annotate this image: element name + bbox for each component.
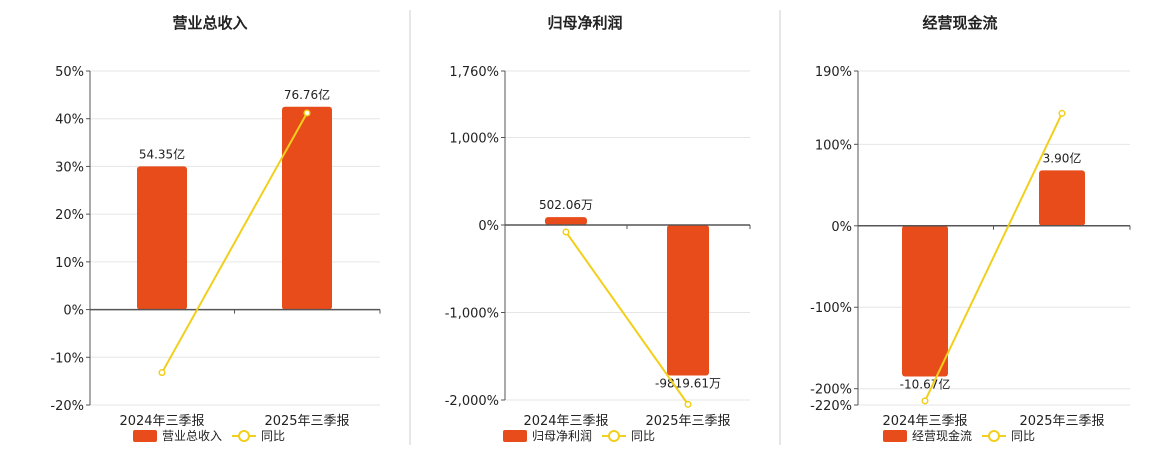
y-tick-label: -220% xyxy=(810,399,852,414)
x-category-label: 2024年三季报 xyxy=(882,414,967,429)
x-category-label: 2025年三季报 xyxy=(264,414,349,429)
bar-data-label: 76.76亿 xyxy=(284,87,330,102)
y-tick-label: 0% xyxy=(478,219,499,234)
bar-data-label: 502.06万 xyxy=(539,198,593,212)
legend-line-label: 同比 xyxy=(261,429,285,443)
y-tick-label: 1,760% xyxy=(449,65,499,80)
yoy-line xyxy=(565,231,689,405)
y-tick-label: -20% xyxy=(50,399,84,414)
bar xyxy=(667,225,709,376)
y-tick-label: -100% xyxy=(810,301,852,316)
bar xyxy=(137,166,187,310)
y-tick-label: -2,000% xyxy=(445,394,499,409)
y-tick-label: 10% xyxy=(55,256,84,271)
y-tick-label: 0% xyxy=(63,304,84,319)
y-tick-label: 100% xyxy=(815,138,852,153)
bar-data-label: -10.67亿 xyxy=(900,376,951,391)
chart-panel-3: 经营现金流 -220%-200% -100% 0% 100% 190% -10.67亿 3.9… xyxy=(810,14,1131,443)
x-category-label: 2025年三季报 xyxy=(645,414,730,429)
legend-bar-label: 营业总收入 xyxy=(162,429,222,443)
legend-bar-swatch xyxy=(883,430,907,442)
bar xyxy=(282,106,332,310)
yoy-point xyxy=(158,369,166,377)
bar-data-label: 3.90亿 xyxy=(1043,150,1082,165)
yoy-line xyxy=(161,112,308,374)
legend-line-marker xyxy=(238,430,250,442)
y-tick-label: 190% xyxy=(815,65,852,80)
chart-title: 营业总收入 xyxy=(172,14,247,32)
bar xyxy=(902,225,948,377)
y-tick-label: 50% xyxy=(55,65,84,80)
legend-line-label: 同比 xyxy=(1011,429,1035,443)
legend-bar-swatch xyxy=(133,430,157,442)
y-tick-label: 30% xyxy=(55,160,84,175)
chart-panel-2: 归母净利润 -2,000% -1,000% 0% 1,000% 1,760% 502.06万… xyxy=(445,14,751,443)
yoy-point xyxy=(921,397,929,405)
yoy-point xyxy=(303,109,311,117)
bar xyxy=(1039,170,1085,226)
x-category-label: 2024年三季报 xyxy=(119,414,204,429)
legend-bar-label: 经营现金流 xyxy=(912,428,972,443)
yoy-point xyxy=(1058,109,1066,117)
x-category-label: 2025年三季报 xyxy=(1019,414,1104,429)
bar-data-label: -9819.61万 xyxy=(655,377,721,391)
chart-panel-1: 营业总收入 -20% -10% 0% 10% 20% 30% 40% 50% 54.35亿 76.7… xyxy=(50,14,381,443)
y-tick-label: -200% xyxy=(810,383,852,398)
legend-line-marker xyxy=(988,430,1000,442)
y-tick-label: -10% xyxy=(50,351,84,366)
yoy-point xyxy=(562,228,570,236)
chart-title: 归母净利润 xyxy=(547,14,622,32)
legend-line-marker xyxy=(608,430,620,442)
yoy-point xyxy=(684,400,692,408)
legend-bar-label: 归母净利润 xyxy=(532,429,592,443)
y-tick-label: 40% xyxy=(55,113,84,128)
legend-bar-swatch xyxy=(503,430,527,442)
x-category-label: 2024年三季报 xyxy=(523,414,608,429)
bar xyxy=(545,217,587,225)
chart-title: 经营现金流 xyxy=(922,14,997,32)
y-tick-label: 1,000% xyxy=(449,132,499,147)
y-tick-label: 0% xyxy=(831,220,852,235)
legend-line-label: 同比 xyxy=(631,429,655,443)
y-tick-label: 20% xyxy=(55,208,84,223)
yoy-line xyxy=(924,112,1063,402)
bar-data-label: 54.35亿 xyxy=(139,146,185,161)
y-tick-label: -1,000% xyxy=(445,307,499,322)
